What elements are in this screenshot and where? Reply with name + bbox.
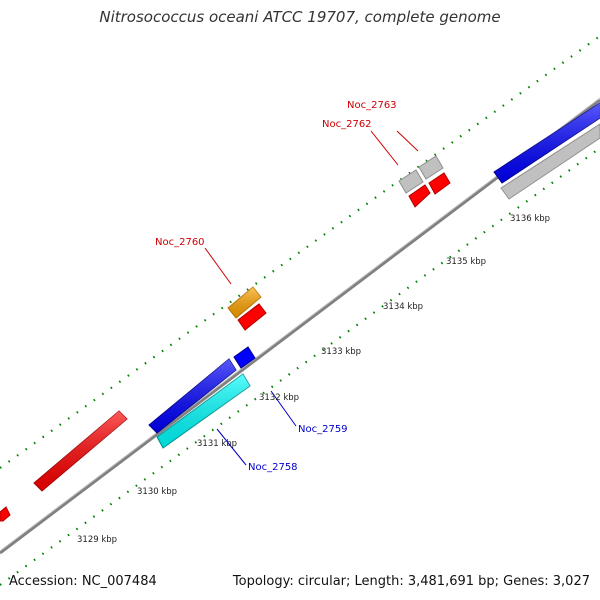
- gene-label-noc2758: Noc_2758: [248, 462, 298, 473]
- gene-feature[interactable]: [0, 506, 11, 522]
- accession-label: Accession: NC_007484: [9, 574, 157, 589]
- gene-feature[interactable]: [33, 410, 128, 492]
- gene-feature-noc2762[interactable]: [398, 169, 424, 194]
- gene-label-noc2759: Noc_2759: [298, 424, 348, 435]
- tick-label-3136: 3136 kbp: [510, 214, 550, 224]
- gene-feature-noc2763[interactable]: [418, 155, 444, 180]
- gene-feature-noc2758[interactable]: [156, 373, 251, 449]
- tick-label-3131: 3131 kbp: [197, 439, 237, 449]
- tick-label-3134: 3134 kbp: [383, 302, 423, 312]
- gene-feature-noc2759[interactable]: [148, 358, 237, 434]
- trna-feature-noc2760[interactable]: [227, 286, 262, 319]
- gene-feature[interactable]: [428, 172, 451, 195]
- gene-feature[interactable]: [233, 346, 256, 369]
- tick-label-3129: 3129 kbp: [77, 535, 117, 545]
- gene-feature[interactable]: [237, 303, 267, 331]
- gene-label-noc2762: Noc_2762: [322, 119, 372, 130]
- genome-summary: Topology: circular; Length: 3,481,691 bp…: [232, 574, 590, 589]
- map-title: Nitrosococcus oceani ATCC 19707, complet…: [99, 8, 501, 26]
- tick-label-3133: 3133 kbp: [321, 347, 361, 357]
- gene-feature[interactable]: [500, 123, 600, 200]
- gene-feature[interactable]: [408, 184, 431, 208]
- outer-tick-track: [0, 35, 600, 469]
- gene-label-noc2760: Noc_2760: [155, 237, 205, 248]
- tick-label-3132: 3132 kbp: [259, 393, 299, 403]
- tick-label-3130: 3130 kbp: [137, 487, 177, 497]
- gene-feature[interactable]: [493, 102, 600, 184]
- gene-label-noc2763: Noc_2763: [347, 100, 397, 111]
- tick-label-3135: 3135 kbp: [446, 257, 486, 267]
